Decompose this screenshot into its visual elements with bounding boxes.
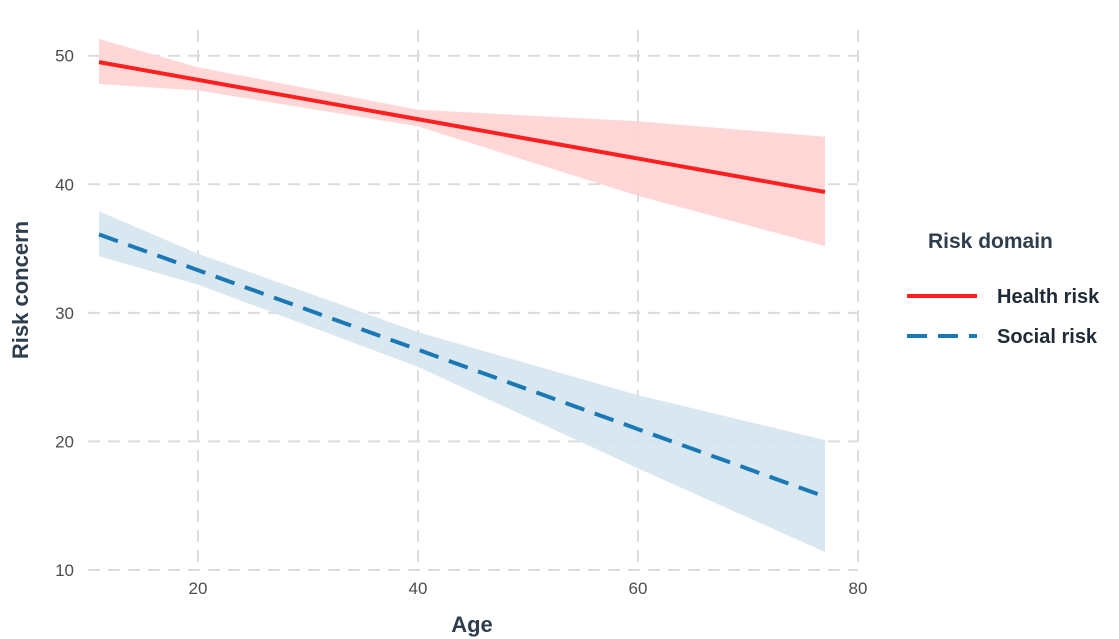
series-lines (98, 60, 826, 499)
x-tick-label: 20 (189, 579, 208, 598)
y-axis-ticks: 10 20 30 40 50 (55, 47, 74, 580)
legend-label-health-risk: Health risk (997, 286, 1100, 308)
y-tick-label: 10 (55, 561, 74, 580)
y-tick-label: 50 (55, 47, 74, 66)
legend-title: Risk domain (928, 230, 1053, 253)
confidence-bands (99, 39, 825, 553)
x-axis-ticks: 20 40 60 80 (189, 579, 868, 598)
y-tick-label: 30 (55, 304, 74, 323)
x-axis-title: Age (451, 612, 493, 637)
series-line-social-risk (98, 232, 826, 499)
series-line-health-risk (98, 60, 826, 194)
y-axis-title: Risk concern (8, 221, 33, 359)
x-tick-label: 80 (849, 579, 868, 598)
legend: Risk domain Health risk Social risk (907, 230, 1100, 348)
y-tick-label: 20 (55, 432, 74, 451)
ci-band-health-risk (99, 39, 825, 246)
x-tick-label: 40 (409, 579, 428, 598)
x-tick-label: 60 (629, 579, 648, 598)
y-tick-label: 40 (55, 175, 74, 194)
legend-label-social-risk: Social risk (997, 326, 1098, 348)
ci-band-social-risk (99, 211, 825, 553)
